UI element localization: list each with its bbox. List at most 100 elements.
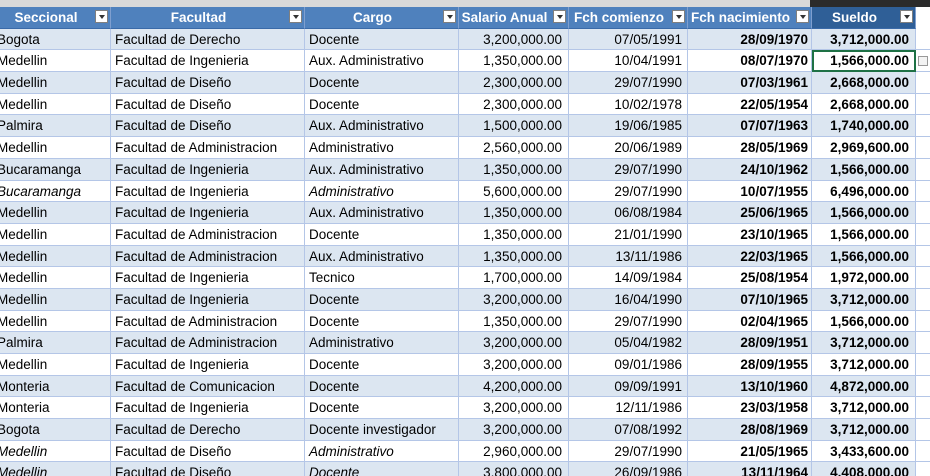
- cell-comienzo[interactable]: 20/06/1989: [569, 137, 688, 159]
- cell-facultad[interactable]: Facultad de Administracion: [111, 332, 305, 354]
- cell-salario[interactable]: 1,350,000.00: [459, 158, 569, 181]
- cell-cargo[interactable]: Aux. Administrativo: [305, 202, 459, 224]
- cell-nacimiento[interactable]: 08/07/1970: [688, 50, 812, 73]
- cell-seccional[interactable]: Palmira: [0, 332, 111, 354]
- cell-salario[interactable]: 3,200,000.00: [459, 288, 569, 311]
- cell-sueldo[interactable]: 6,496,000.00: [812, 180, 916, 203]
- cell-seccional[interactable]: Medellin: [0, 440, 111, 463]
- cell-seccional[interactable]: Medellin: [0, 223, 111, 246]
- cell-facultad[interactable]: Facultad de Diseño: [111, 115, 305, 138]
- cell-facultad[interactable]: Facultad de Ingenieria: [111, 180, 305, 203]
- filter-dropdown-icon[interactable]: [443, 10, 456, 23]
- cell-comienzo[interactable]: 29/07/1990: [569, 440, 688, 463]
- cell-nacimiento[interactable]: 28/08/1969: [688, 419, 812, 441]
- cell-facultad[interactable]: Facultad de Ingenieria: [111, 50, 305, 73]
- cell-cargo[interactable]: Docente: [305, 72, 459, 94]
- cell-comienzo[interactable]: 19/06/1985: [569, 115, 688, 138]
- cell-sueldo[interactable]: 1,566,000.00: [812, 158, 916, 181]
- cell-salario[interactable]: 4,200,000.00: [459, 375, 569, 398]
- cell-sueldo[interactable]: 4,408,000.00: [812, 462, 916, 476]
- cell-cargo[interactable]: Administrativo: [305, 180, 459, 203]
- cell-nacimiento[interactable]: 22/05/1954: [688, 93, 812, 116]
- cell-salario[interactable]: 2,960,000.00: [459, 440, 569, 463]
- cell-comienzo[interactable]: 12/11/1986: [569, 397, 688, 420]
- cell-salario[interactable]: 2,300,000.00: [459, 93, 569, 116]
- cell-nacimiento[interactable]: 02/04/1965: [688, 310, 812, 333]
- cell-seccional[interactable]: Medellin: [0, 50, 111, 73]
- cell-seccional[interactable]: Medellin: [0, 93, 111, 116]
- cell-cargo[interactable]: Aux. Administrativo: [305, 50, 459, 73]
- cell-cargo[interactable]: Administrativo: [305, 137, 459, 159]
- cell-cargo[interactable]: Docente: [305, 375, 459, 398]
- cell-sueldo[interactable]: 1,566,000.00: [812, 245, 916, 268]
- cell-cargo[interactable]: Docente: [305, 28, 459, 51]
- cell-nacimiento[interactable]: 07/03/1961: [688, 72, 812, 94]
- cell-facultad[interactable]: Facultad de Administracion: [111, 137, 305, 159]
- cell-cargo[interactable]: Administrativo: [305, 332, 459, 354]
- cell-seccional[interactable]: Medellin: [0, 267, 111, 289]
- cell-comienzo[interactable]: 07/08/1992: [569, 419, 688, 441]
- cell-cargo[interactable]: Aux. Administrativo: [305, 115, 459, 138]
- cell-seccional[interactable]: Medellin: [0, 288, 111, 311]
- cell-nacimiento[interactable]: 13/10/1960: [688, 375, 812, 398]
- cell-sueldo[interactable]: 1,972,000.00: [812, 267, 916, 289]
- cell-facultad[interactable]: Facultad de Ingenieria: [111, 202, 305, 224]
- cell-facultad[interactable]: Facultad de Ingenieria: [111, 158, 305, 181]
- cell-seccional[interactable]: Palmira: [0, 115, 111, 138]
- cell-sueldo[interactable]: 1,566,000.00: [812, 223, 916, 246]
- cell-comienzo[interactable]: 26/09/1986: [569, 462, 688, 476]
- cell-comienzo[interactable]: 10/02/1978: [569, 93, 688, 116]
- cell-salario[interactable]: 3,200,000.00: [459, 332, 569, 354]
- cell-facultad[interactable]: Facultad de Diseño: [111, 462, 305, 476]
- cell-sueldo[interactable]: 3,712,000.00: [812, 28, 916, 51]
- cell-salario[interactable]: 1,350,000.00: [459, 310, 569, 333]
- cell-seccional[interactable]: Bucaramanga: [0, 180, 111, 203]
- cell-cargo[interactable]: Administrativo: [305, 440, 459, 463]
- cell-nacimiento[interactable]: 25/08/1954: [688, 267, 812, 289]
- cell-salario[interactable]: 3,200,000.00: [459, 28, 569, 51]
- cell-seccional[interactable]: Bucaramanga: [0, 158, 111, 181]
- cell-seccional[interactable]: Monteria: [0, 397, 111, 420]
- cell-cargo[interactable]: Docente: [305, 223, 459, 246]
- cell-comienzo[interactable]: 05/04/1982: [569, 332, 688, 354]
- cell-nacimiento[interactable]: 24/10/1962: [688, 158, 812, 181]
- cell-comienzo[interactable]: 29/07/1990: [569, 158, 688, 181]
- cell-sueldo[interactable]: 1,566,000.00: [812, 202, 916, 224]
- cell-seccional[interactable]: Medellin: [0, 310, 111, 333]
- cell-comienzo[interactable]: 06/08/1984: [569, 202, 688, 224]
- cell-salario[interactable]: 1,700,000.00: [459, 267, 569, 289]
- cell-facultad[interactable]: Facultad de Diseño: [111, 93, 305, 116]
- cell-cargo[interactable]: Docente investigador: [305, 419, 459, 441]
- cell-cargo[interactable]: Docente: [305, 462, 459, 476]
- cell-facultad[interactable]: Facultad de Diseño: [111, 440, 305, 463]
- cell-nacimiento[interactable]: 07/10/1965: [688, 288, 812, 311]
- cell-cargo[interactable]: Docente: [305, 288, 459, 311]
- cell-salario[interactable]: 1,500,000.00: [459, 115, 569, 138]
- cell-facultad[interactable]: Facultad de Comunicacion: [111, 375, 305, 398]
- cell-comienzo[interactable]: 16/04/1990: [569, 288, 688, 311]
- cell-comienzo[interactable]: 14/09/1984: [569, 267, 688, 289]
- cell-cargo[interactable]: Docente: [305, 397, 459, 420]
- cell-seccional[interactable]: Medellin: [0, 462, 111, 476]
- spreadsheet-grid[interactable]: Seccional Facultad Cargo Salario Anual F…: [0, 7, 930, 476]
- filter-dropdown-icon[interactable]: [553, 10, 566, 23]
- cell-sueldo[interactable]: 3,712,000.00: [812, 397, 916, 420]
- cell-sueldo[interactable]: 2,668,000.00: [812, 72, 916, 94]
- cell-nacimiento[interactable]: 21/05/1965: [688, 440, 812, 463]
- cell-facultad[interactable]: Facultad de Ingenieria: [111, 354, 305, 376]
- cell-comienzo[interactable]: 29/07/1990: [569, 72, 688, 94]
- cell-facultad[interactable]: Facultad de Diseño: [111, 72, 305, 94]
- cell-nacimiento[interactable]: 13/11/1964: [688, 462, 812, 476]
- cell-comienzo[interactable]: 07/05/1991: [569, 28, 688, 51]
- filter-dropdown-icon[interactable]: [95, 10, 108, 23]
- cell-facultad[interactable]: Facultad de Derecho: [111, 419, 305, 441]
- cell-cargo[interactable]: Aux. Administrativo: [305, 158, 459, 181]
- cell-sueldo[interactable]: 3,712,000.00: [812, 288, 916, 311]
- cell-seccional[interactable]: Bogota: [0, 419, 111, 441]
- cell-seccional[interactable]: Medellin: [0, 354, 111, 376]
- cell-seccional[interactable]: Medellin: [0, 245, 111, 268]
- cell-salario[interactable]: 3,200,000.00: [459, 419, 569, 441]
- cell-facultad[interactable]: Facultad de Ingenieria: [111, 288, 305, 311]
- cell-salario[interactable]: 1,350,000.00: [459, 223, 569, 246]
- cell-nacimiento[interactable]: 28/05/1969: [688, 137, 812, 159]
